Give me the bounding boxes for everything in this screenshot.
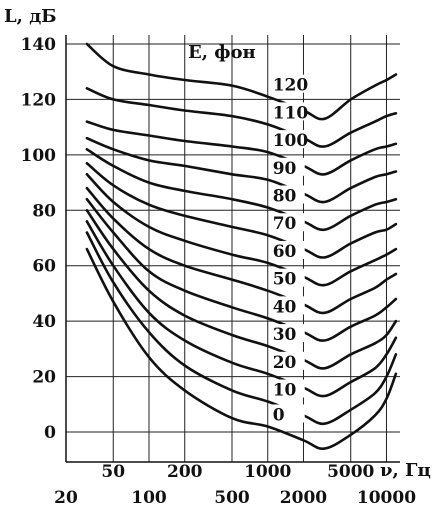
phon-label: 70 [273,214,297,234]
y-tick-label: 0 [44,423,56,443]
x-tick-label-bottom: 100 [131,488,167,508]
loudness-curve-110 [85,87,398,148]
loudness-curve-0 [85,247,398,450]
y-tick-label: 20 [32,368,56,388]
phon-label: 0 [273,405,285,425]
phon-label: 100 [273,131,309,151]
phon-labels: 0 10 20 30 40 50 60 70 80 90 100 110 120 [270,74,309,425]
x-tick-label-bottom: 20 [54,488,78,508]
phon-label: 30 [273,325,297,345]
y-tick-label: 80 [32,201,56,221]
x-tick-label-top: 50 [101,462,125,482]
phon-label-bg [270,240,305,259]
phon-label-bg [270,351,305,370]
x-tick-label-top: 200 [167,462,203,482]
phon-label: 40 [273,297,297,317]
phon-label: 80 [273,187,297,207]
phon-label: 50 [273,270,297,290]
x-tick-label-top: 5000 [327,462,374,482]
loudness-curve-40 [85,197,398,342]
curves [85,42,398,450]
phon-label-bg [270,74,305,93]
x-tick-label-top: 1000 [244,462,291,482]
phon-label: 110 [273,103,309,123]
phon-label: 60 [273,242,297,262]
phon-label-bg [270,130,305,149]
x-tick-label-bottom: 10000 [357,488,416,508]
x-axis-label: ν, Гц [380,460,431,481]
y-tick-label: 40 [32,312,56,332]
y-tick-label: 60 [32,257,56,277]
y-tick-label: 120 [21,90,57,110]
x-tick-label-bottom: 2000 [280,488,327,508]
y-axis-label: L, дБ [4,6,57,27]
phon-label-bg [270,404,305,423]
phon-label: 120 [273,76,309,96]
loudness-curve-30 [85,209,398,370]
phon-label-bg [270,268,305,287]
phon-label-bg [270,102,305,121]
y-tick-label: 140 [21,35,57,55]
y-tick-label: 100 [21,146,57,166]
x-tick-label-bottom: 500 [214,488,250,508]
phon-label: 90 [273,159,297,179]
phon-label-bg [270,379,305,398]
phon-label-bg [270,157,305,176]
y-tick-labels: 0 20 40 60 80 100 120 140 [21,35,57,443]
phon-label-bg [270,324,305,343]
phon-label: 10 [273,381,297,401]
phon-label-bg [270,185,305,204]
phon-label: 20 [273,353,297,373]
loudness-curve-100 [85,120,398,176]
series-label: E, фон [188,42,256,63]
x-tick-labels: 50 200 1000 5000 20 100 500 2000 10000 [54,462,416,508]
phon-label-bg [270,296,305,315]
loudness-curve-20 [85,220,398,398]
phon-label-bg [270,213,305,232]
